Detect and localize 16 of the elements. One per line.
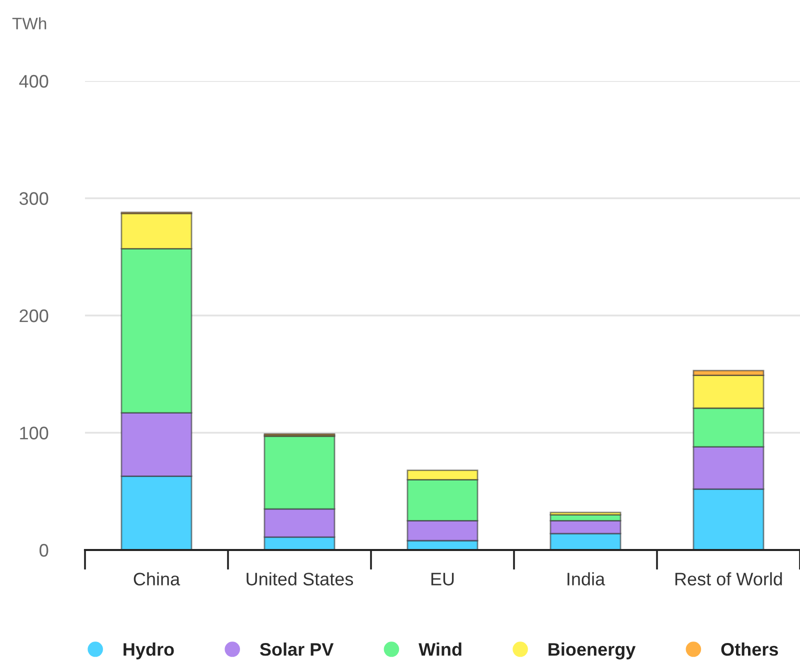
legend-label: Others bbox=[721, 642, 778, 656]
x-tick-label: Rest of World bbox=[675, 572, 782, 586]
legend-label: Wind bbox=[418, 642, 462, 656]
y-tick-label: 100 bbox=[20, 426, 48, 440]
x-tick-label: EU bbox=[431, 572, 454, 586]
legend-label: Hydro bbox=[124, 642, 174, 660]
y-axis-title: TWh bbox=[12, 17, 46, 30]
y-tick-label: 400 bbox=[19, 74, 48, 88]
x-tick-label: China bbox=[134, 572, 180, 586]
x-tick-label: United States bbox=[246, 572, 354, 586]
y-tick-label: 300 bbox=[19, 192, 48, 205]
x-tick-label: India bbox=[568, 572, 606, 586]
y-tick-label: 200 bbox=[20, 309, 48, 322]
legend-label: Solar PV bbox=[260, 642, 334, 656]
legend-label: Bioenergy bbox=[548, 642, 636, 660]
y-tick-label: 0 bbox=[40, 544, 48, 557]
